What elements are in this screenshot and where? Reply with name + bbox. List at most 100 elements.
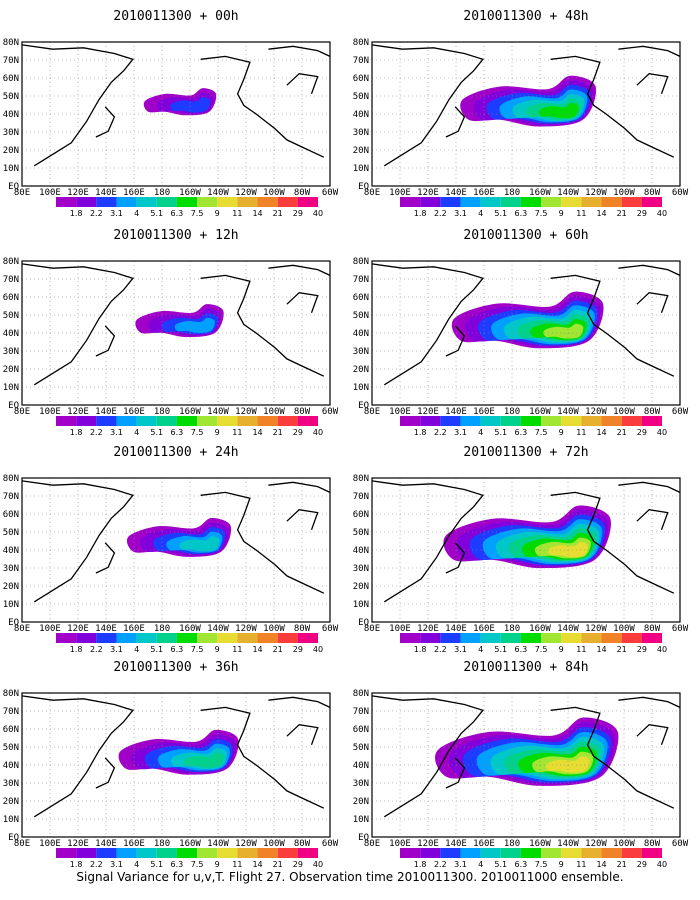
colorbar-swatch [176, 197, 198, 207]
lon-label: 140E [445, 407, 467, 417]
colorbar-swatch [641, 633, 662, 643]
colorbar-swatch [277, 633, 298, 643]
colorbar-swatch [460, 197, 481, 207]
coastline [286, 292, 319, 314]
colorbar-swatch [297, 197, 318, 207]
colorbar-label: 29 [293, 428, 303, 437]
colorbar-swatch [277, 416, 298, 426]
lon-label: 100E [39, 624, 61, 634]
colorbar-swatch [156, 416, 177, 426]
panel-title: 2010011300 + 24h [113, 445, 238, 460]
panel-title: 2010011300 + 48h [463, 9, 588, 24]
colorbar-label: 29 [293, 645, 303, 654]
colorbar-swatch [176, 416, 198, 426]
lon-label: 80E [14, 839, 30, 849]
lat-label: 30N [3, 779, 19, 789]
colorbar-label: 5.1 [150, 860, 163, 869]
lon-label: 120W [235, 624, 257, 634]
lon-label: 160E [123, 839, 145, 849]
lat-label: 10N [3, 815, 19, 825]
colorbar-swatch [217, 197, 238, 207]
colorbar-label: 7.5 [535, 209, 548, 218]
colorbar-swatch [197, 416, 218, 426]
lat-label: 50N [353, 311, 369, 321]
variance-contour [547, 542, 588, 558]
lon-label: 120W [585, 839, 607, 849]
map-frame [21, 477, 331, 623]
colorbar-swatch [76, 197, 97, 207]
map-panel: 2010011300 + 00h 80N 70N 60N 50N 40N 30N 20N 10N… [3, 9, 339, 218]
coastline [636, 724, 669, 746]
colorbar-swatch [257, 633, 278, 643]
colorbar-swatch [297, 416, 318, 426]
colorbar-label: 5.1 [494, 860, 507, 869]
lat-label: 10N [353, 383, 369, 393]
colorbar-label: 4 [134, 428, 139, 437]
colorbar-label: 40 [313, 428, 323, 437]
colorbar-label: 7.5 [191, 860, 204, 869]
colorbar-label: 3.1 [110, 860, 123, 869]
lon-label: 160E [123, 407, 145, 417]
colorbar-swatch [420, 197, 441, 207]
colorbar-swatch [440, 633, 461, 643]
coastline [95, 106, 116, 138]
lon-label: 140W [557, 407, 579, 417]
lon-label: 100W [263, 839, 285, 849]
lon-label: 160W [179, 624, 201, 634]
colorbar-label: 11 [232, 209, 242, 218]
lon-label: 100E [39, 407, 61, 417]
lat-label: 40N [3, 329, 19, 339]
lon-label: 120E [67, 407, 89, 417]
lat-label: EQ [8, 833, 19, 843]
lon-label: 100W [613, 624, 635, 634]
lat-label: 40N [353, 546, 369, 556]
map-panel: 2010011300 + 36h 80N 70N 60N 50N 40N 30N 20N 10N… [3, 660, 339, 869]
lon-label: 140W [557, 839, 579, 849]
lon-label: 80E [364, 839, 380, 849]
colorbar-swatch [581, 416, 602, 426]
colorbar-swatch [257, 848, 278, 858]
coastline [95, 757, 116, 789]
colorbar-label: 9 [215, 428, 220, 437]
colorbar-swatch [116, 416, 137, 426]
lat-label: 20N [3, 146, 19, 156]
lat-label: 30N [353, 128, 369, 138]
colorbar-label: 21 [273, 645, 283, 654]
map-frame [371, 692, 681, 838]
variance-field [22, 693, 330, 837]
lon-label: 180 [504, 188, 520, 198]
colorbar: 1.8 2.2 3.1 4 5.1 6.3 7.5 9 11 14 21 29 40 [56, 848, 323, 869]
lat-label: 20N [353, 582, 369, 592]
colorbar-label: 2.2 [434, 645, 447, 654]
colorbar-label: 2.2 [434, 428, 447, 437]
colorbar-label: 1.8 [414, 860, 427, 869]
lon-label: 160W [529, 407, 551, 417]
coastline [636, 292, 669, 314]
map-frame [371, 41, 681, 187]
variance-field [22, 42, 330, 186]
colorbar-swatch [76, 633, 97, 643]
colorbar-label: 6.3 [515, 428, 528, 437]
lat-label: 40N [353, 110, 369, 120]
coastline [550, 55, 675, 158]
lat-label: 40N [353, 329, 369, 339]
lat-label: 70N [353, 56, 369, 66]
map-panel: 2010011300 + 48h 80N 70N 60N 50N 40N 30N 20N 10N… [353, 9, 689, 218]
variance-field [22, 261, 330, 405]
lat-label: 60N [3, 510, 19, 520]
colorbar-swatch [621, 197, 642, 207]
colorbar-swatch [500, 848, 521, 858]
colorbar-label: 7.5 [191, 428, 204, 437]
variance-contour [543, 323, 584, 339]
coastline [372, 263, 485, 386]
colorbar-swatch [297, 633, 318, 643]
colorbar-label: 40 [313, 209, 323, 218]
lon-label: 60W [322, 188, 339, 198]
colorbar-swatch [136, 633, 157, 643]
coastline [550, 274, 675, 377]
colorbar-label: 29 [293, 860, 303, 869]
lat-label: 40N [3, 761, 19, 771]
map-panel: 2010011300 + 24h 80N 70N 60N 50N 40N 30N 20N 10N… [3, 445, 339, 654]
colorbar-label: 5.1 [494, 209, 507, 218]
lon-label: 100W [263, 624, 285, 634]
